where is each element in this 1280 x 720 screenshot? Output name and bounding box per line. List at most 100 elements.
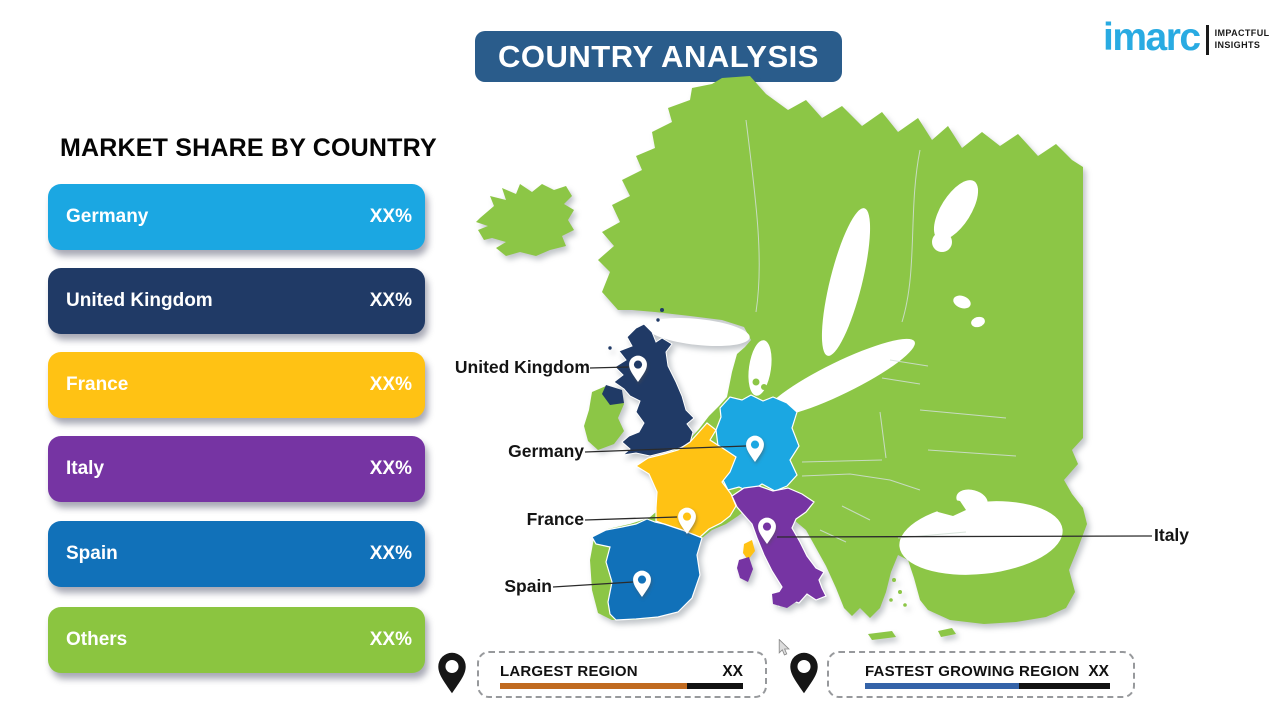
map-region-italy: [731, 485, 827, 607]
uk-label-line: [589, 366, 630, 369]
fastest-growing-region-value: XX: [1088, 663, 1109, 680]
cyprus-island: [938, 628, 956, 637]
map-region-uk: [613, 323, 695, 457]
fastest-growing-region-bar: [865, 683, 1110, 689]
funen-island: [761, 384, 767, 390]
map-region-spain: [591, 518, 703, 621]
spain-pin-hole: [637, 575, 647, 584]
black-sea: [899, 501, 1063, 575]
border-baltics-2: [881, 377, 921, 385]
corsica-island: [743, 540, 755, 560]
crimea-peninsula: [930, 498, 966, 516]
share-bar-germany: Germany XX%: [48, 184, 425, 250]
mouse-cursor: [778, 639, 790, 656]
fastest-growing-region-box: FASTEST GROWING REGION XX: [827, 651, 1135, 698]
border-poland-east: [879, 411, 887, 459]
map-label-italy: Italy: [1154, 525, 1190, 545]
italy-map-pin: [758, 517, 776, 544]
crete-island: [868, 631, 896, 640]
border-hungary-romania: [889, 479, 921, 491]
spain-map-pin: [633, 570, 651, 597]
germany-label-line: [584, 445, 747, 453]
map-label-france: France: [526, 509, 584, 529]
share-bar-value: XX%: [369, 290, 412, 311]
share-bar-spain: Spain XX%: [48, 521, 425, 587]
share-bar-label: United Kingdom: [66, 290, 213, 311]
sardinia-island: [737, 557, 753, 582]
fastest-growing-region-pin-icon: [790, 652, 818, 694]
page-title: COUNTRY ANALYSIS: [475, 31, 842, 82]
share-bar-value: XX%: [369, 206, 412, 227]
border-czech-slovakia: [801, 473, 891, 481]
white-sea: [933, 180, 979, 240]
label-lines: [552, 366, 1153, 588]
italy-pin-hole: [762, 522, 772, 531]
aegean-island: [889, 598, 893, 602]
logo-tagline: IMPACTFUL INSIGHTS: [1215, 28, 1270, 51]
germany-map-pin: [746, 435, 764, 462]
map-label-spain: Spain: [504, 576, 552, 596]
white-sea-mouth: [932, 232, 952, 252]
map-label-germany: Germany: [508, 441, 584, 461]
gulf-of-bothnia: [821, 208, 871, 356]
oland-island: [791, 363, 795, 378]
shetland-isle: [660, 308, 664, 312]
france-map-pin: [678, 507, 696, 534]
share-bar-label: France: [66, 374, 129, 395]
imarc-logo: imarc IMPACTFUL INSIGHTS: [1103, 18, 1270, 57]
largest-region-bar: [500, 683, 743, 689]
hebrides-isle: [608, 346, 612, 350]
largest-region-bar-rest: [687, 683, 743, 689]
share-bar-label: Germany: [66, 206, 149, 227]
border-poland-south: [801, 459, 883, 463]
zealand-island: [752, 378, 760, 386]
largest-region-pin-icon: [438, 652, 466, 694]
aegean-island: [898, 590, 902, 594]
fastest-growing-region-label: FASTEST GROWING REGION: [865, 663, 1080, 680]
fastest-growing-region-bar-rest: [1019, 683, 1110, 689]
sicily-island: [772, 589, 803, 608]
share-bar-france: France XX%: [48, 352, 425, 418]
largest-region-bar-fill: [500, 683, 688, 689]
share-bar-others: Others XX%: [48, 607, 425, 673]
map-region-iceland: [476, 184, 574, 256]
logo-tagline-line2: INSIGHTS: [1214, 39, 1261, 50]
border-balkans: [819, 505, 871, 543]
lake-onega: [971, 316, 985, 328]
share-bar-value: XX%: [369, 458, 412, 479]
map-region-france: [634, 422, 737, 538]
border-finland-russia: [901, 149, 921, 323]
uk-pin-hole: [633, 360, 643, 369]
share-bar-value: XX%: [369, 629, 412, 650]
germany-pin-hole: [750, 440, 760, 449]
share-bar-value: XX%: [369, 374, 412, 395]
border-ukraine: [919, 409, 1017, 457]
faroe-islands: [617, 277, 623, 283]
logo-divider: [1205, 24, 1209, 55]
share-bar-italy: Italy XX%: [48, 436, 425, 502]
share-bar-united-kingdom: United Kingdom XX%: [48, 268, 425, 334]
italy-label-line: [776, 535, 1153, 538]
gotland-island: [799, 350, 806, 372]
border-baltics-1: [889, 359, 929, 367]
sea-of-azov: [956, 489, 988, 511]
logo-brand-text: imarc: [1103, 16, 1201, 59]
fastest-growing-region-bar-fill: [865, 683, 1020, 689]
map-region-northern-ireland: [602, 385, 624, 405]
lake-ladoga: [953, 295, 971, 309]
aegean-island: [892, 578, 896, 582]
baltic-sea: [765, 338, 915, 418]
share-bar-label: Italy: [66, 458, 105, 479]
france-label-line: [584, 516, 678, 521]
uk-map-pin: [629, 355, 647, 382]
map-label-united-kingdom: United Kingdom: [454, 357, 590, 377]
share-bar-value: XX%: [369, 543, 412, 564]
spain-label-line: [552, 581, 634, 588]
europe-map: [476, 76, 1153, 640]
share-bar-label: Spain: [66, 543, 118, 564]
largest-region-label: LARGEST REGION: [500, 663, 638, 680]
border-norway-sweden: [745, 119, 760, 313]
logo-tagline-line1: IMPACTFUL: [1214, 28, 1270, 39]
france-pin-hole: [682, 512, 692, 521]
skagerrak-sea: [646, 317, 750, 347]
